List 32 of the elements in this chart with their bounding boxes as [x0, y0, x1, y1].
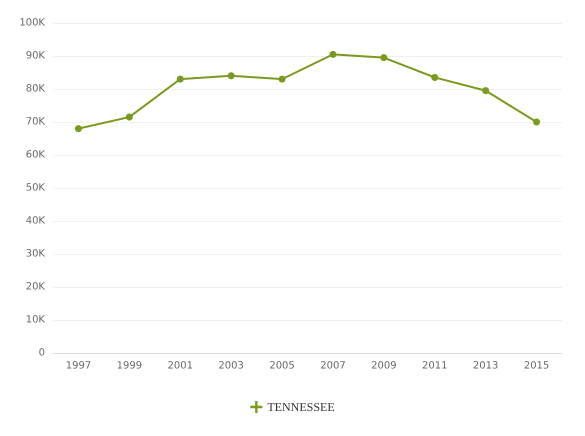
point: [126, 114, 133, 121]
point: [533, 118, 540, 126]
x-tick-label: 2013: [472, 360, 498, 372]
point: [228, 72, 235, 80]
x-tick-label: 2003: [218, 360, 244, 372]
x-tick-label: 2001: [168, 360, 193, 372]
x-tick-label: 2015: [524, 360, 550, 372]
y-tick-label: 70K: [26, 116, 46, 128]
x-tick-label: 2005: [269, 360, 295, 372]
y-tick-label: 100K: [19, 18, 46, 28]
y-tick-label: 60K: [26, 150, 46, 160]
point: [431, 74, 438, 81]
y-tick-label: 20K: [26, 282, 46, 292]
point: [278, 76, 286, 83]
x-tick-label: 1997: [66, 360, 92, 372]
y-tick-label: 50K: [26, 182, 46, 194]
y-tick-label: 0: [38, 348, 45, 358]
point: [329, 50, 336, 58]
y-tick-label: 90K: [26, 50, 46, 62]
point: [176, 76, 184, 83]
point: [380, 54, 388, 62]
x-tick-label: 2009: [371, 360, 397, 372]
y-tick-label: 10K: [26, 314, 46, 326]
x-tick-label: 1999: [116, 360, 142, 372]
y-tick-label: 40K: [26, 216, 46, 226]
legend-label: TENNESSEE: [267, 400, 335, 414]
x-tick-label: 2011: [422, 360, 448, 372]
point: [74, 125, 82, 132]
x-tick-label: 2007: [320, 360, 346, 372]
y-tick-label: 80K: [26, 84, 46, 94]
point: [482, 87, 490, 94]
y-tick-label: 30K: [26, 248, 46, 260]
